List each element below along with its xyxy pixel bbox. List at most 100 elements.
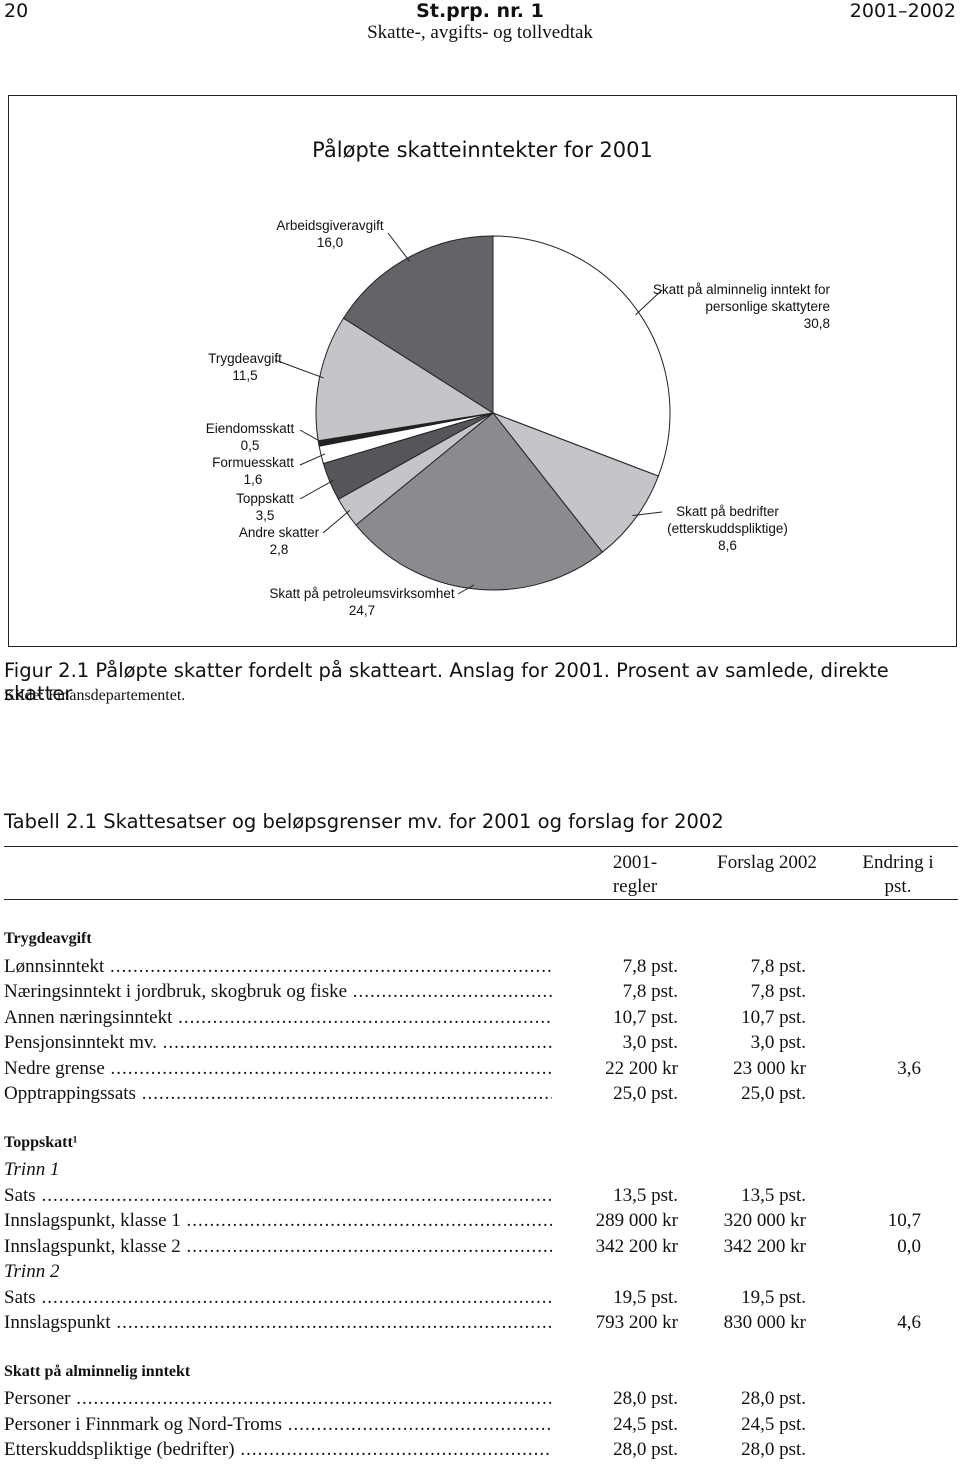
cell: 342 200 kr [595,1235,678,1257]
category-label: Trygdeavgift [208,351,282,366]
cell: 10,7 pst. [613,1006,678,1028]
cell: 4,6 [897,1312,921,1333]
cell: 0,0 [897,1235,921,1257]
value-label: 11,5 [232,368,258,383]
table-row: Pensjonsinntekt mv. 3,0 pst. 3,0 pst. [4,1032,954,1057]
pie-label: Formuesskatt 1,6 [190,454,316,488]
section-heading: Trygdeavgift [4,930,92,947]
table-row: Etterskuddspliktige (bedrifter) 28,0 pst.… [4,1439,954,1464]
cell: 10,7 [887,1210,921,1231]
table-row: Nedre grense 22 200 kr 23 000 kr 3,6 [4,1058,954,1083]
row-label: Nedre grense [4,1058,552,1080]
category-label: Arbeidsgiveravgift [276,218,384,233]
row-label: Pensjonsinntekt mv. [4,1032,552,1054]
cell: 3,6 [897,1057,921,1079]
leader-line [322,509,351,534]
pie-label: Skatt på petroleumsvirksomhet 24,7 [262,585,462,619]
cell: 3,0 pst. [750,1032,806,1053]
leader-line [632,511,663,517]
row-label: Innslagspunkt [4,1312,552,1334]
cell: 19,5 pst. [613,1286,678,1308]
cell: 830 000 kr [723,1312,806,1333]
chart-title: Påløpte skatteinntekter for 2001 [312,138,653,162]
category-label: Skatt på petroleumsvirksomhet [269,586,455,601]
cell: 7,8 pst. [622,981,678,1002]
value-label: 3,5 [255,508,275,523]
table-row: Innslagspunkt, klasse 1 289 000 kr 320 000… [4,1210,954,1235]
cell: 28,0 pst. [741,1439,806,1460]
table-row: Lønnsinntekt 7,8 pst. 7,8 pst. [4,956,954,981]
table-row: Næringsinntekt i jordbruk, skogbruk og f… [4,981,954,1006]
pie-chart [274,232,671,595]
section-heading: Toppskatt¹ [4,1133,78,1151]
value-label: 2,8 [269,542,289,557]
row-label: Næringsinntekt i jordbruk, skogbruk og f… [4,981,552,1003]
value-label: 24,7 [348,603,376,618]
pie-slice [492,235,671,477]
pie-label: Arbeidsgiveravgift 16,0 [250,217,410,251]
value-label: 16,0 [316,235,344,250]
table-row: Sats 19,5 pst. 19,5 pst. [4,1287,954,1312]
cell: 23 000 kr [733,1057,806,1079]
pie-label: Andre skatter 2,8 [222,524,336,558]
leader-line [635,289,663,316]
cell: 7,8 pst. [750,981,806,1002]
cell: 25,0 pst. [741,1083,806,1104]
cell: 19,5 pst. [741,1286,806,1308]
category-label: Toppskatt [236,491,294,506]
subtitle: Skatte-, avgifts- og tollvedtak [367,22,593,43]
category-label: Formuesskatt [212,455,294,470]
cell: 7,8 pst. [622,955,678,977]
pie-label: Skatt på alminnelig inntekt for personli… [640,281,830,332]
figure-caption: Figur 2.1 Påløpte skatter fordelt på ska… [4,659,889,705]
cell: 342 200 kr [723,1235,806,1257]
leader-line [299,479,334,500]
value-label: 1,6 [243,472,263,487]
leader-line [299,453,326,466]
table-row: Innslagspunkt 793 200 kr 830 000 kr 4,6 [4,1312,954,1337]
category-label: Skatt på alminnelig inntekt for personli… [652,282,830,314]
pie-slice [315,317,495,442]
category-label: Skatt på bedrifter (etterskuddspliktige) [667,504,788,536]
column-header: Forslag 2002 [717,852,817,873]
category-label: Eiendomsskatt [205,421,295,436]
table-title: Tabell 2.1 Skattesatser og beløpsgrenser… [4,810,724,833]
section-heading: Skatt på alminnelig inntekt [4,1362,191,1380]
figure-frame [8,95,957,647]
cell: 22 200 kr [605,1057,678,1079]
page-number: 20 [4,0,29,22]
rule [4,899,958,900]
value-label: 30,8 [803,316,830,331]
leader-line [457,584,475,595]
cell: 28,0 pst. [613,1439,678,1460]
row-label: Sats [4,1185,552,1207]
table-row: Opptrappingssats 25,0 pst. 25,0 pst. [4,1083,954,1108]
leader-line [274,359,324,379]
cell: 289 000 kr [595,1210,678,1231]
cell: 24,5 pst. [613,1413,678,1435]
row-label: Sats [4,1287,552,1309]
row-label: Innslagspunkt, klasse 2 [4,1236,552,1258]
cell: 3,0 pst. [622,1032,678,1053]
pie-label: Eiendomsskatt 0,5 [185,420,315,454]
subheading: Trinn 1 [4,1159,60,1180]
table-row: Innslagspunkt, klasse 2 342 200 kr 342 200… [4,1236,954,1261]
table-row: Personer i Finnmark og Nord-Troms 24,5 ps… [4,1414,954,1439]
publication: St.prp. nr. 1 [416,0,544,22]
cell: 13,5 pst. [741,1184,806,1206]
value-label: 8,6 [718,538,737,553]
row-label: Annen næringsinntekt [4,1007,552,1029]
cell: 793 200 kr [595,1312,678,1333]
pie-label: Toppskatt 3,5 [215,490,315,524]
cell: 10,7 pst. [741,1006,806,1028]
cell: 25,0 pst. [613,1083,678,1104]
row-label: Personer [4,1388,552,1410]
rule [4,846,958,847]
cell: 320 000 kr [723,1210,806,1231]
row-label: Etterskuddspliktige (bedrifter) [4,1439,552,1461]
figure-source: Kilde: Finansdepartementet. [4,687,186,704]
row-label: Personer i Finnmark og Nord-Troms [4,1414,552,1436]
pie-slice [355,412,604,591]
table-row: Sats 13,5 pst. 13,5 pst. [4,1185,954,1210]
